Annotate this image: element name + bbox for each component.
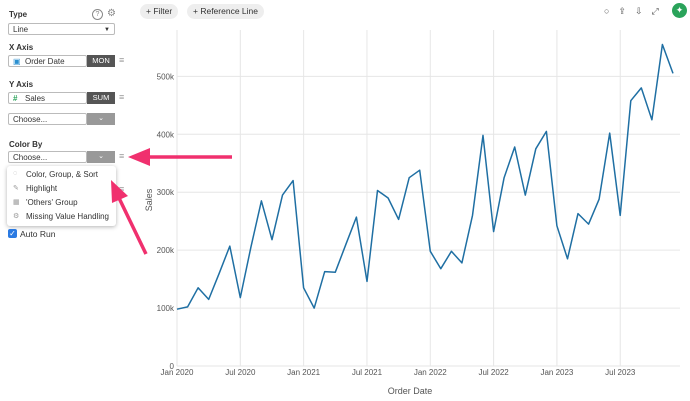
x-axis-title: Order Date <box>388 386 433 396</box>
x-axis-menu[interactable]: ≡ <box>119 55 125 65</box>
type-select[interactable]: Line ▼ <box>8 23 115 35</box>
y-tick-label: 400k <box>157 130 175 139</box>
y-axis-label: Y Axis <box>9 80 34 89</box>
x-tick-label: Jan 2022 <box>414 368 447 377</box>
toolbar-icons[interactable]: ○⇪⇩⤢ <box>604 6 668 16</box>
y-axis-field-text: Sales <box>25 94 46 103</box>
x-tick-label: Jan 2020 <box>161 368 194 377</box>
y-tick-label: 100k <box>157 304 175 313</box>
filter-button[interactable]: + Filter <box>140 4 179 19</box>
help-icon[interactable]: ? <box>92 9 103 20</box>
x-axis-field[interactable]: ▣ Order Date <box>8 55 87 67</box>
x-tick-label: Jan 2021 <box>287 368 320 377</box>
menu-item[interactable]: Color, Group, & Sort <box>26 170 99 179</box>
y-tick-label: 0 <box>170 362 175 371</box>
type-label: Type <box>9 10 28 19</box>
y-axis-extra-button[interactable]: ⌄ <box>87 113 115 125</box>
data-line <box>176 43 674 310</box>
x-axis-field-text: Order Date <box>25 57 65 66</box>
color-by-label: Color By <box>9 140 43 149</box>
x-tick-label: Jul 2020 <box>225 368 256 377</box>
y-tick-label: 200k <box>157 246 175 255</box>
y-axis-extra[interactable]: Choose... <box>8 113 87 125</box>
x-tick-label: Jul 2021 <box>352 368 383 377</box>
auto-run-label: Auto Run <box>20 229 56 239</box>
y-axis-field[interactable]: # Sales <box>8 92 87 104</box>
filter-button-text: Filter <box>153 6 173 16</box>
row-menu[interactable]: ≡ <box>119 184 125 194</box>
y-axis-menu[interactable]: ≡ <box>119 92 125 102</box>
menu-item[interactable]: 'Others' Group <box>26 198 78 207</box>
menu-item[interactable]: Missing Value Handling <box>26 212 110 221</box>
reference-line-button[interactable]: + Reference Line <box>187 4 264 19</box>
pin-button[interactable]: ✦ <box>672 3 687 18</box>
auto-run-checkbox[interactable]: ✓ <box>8 229 17 238</box>
color-by-select[interactable]: Choose... <box>8 151 87 163</box>
y-tick-label: 500k <box>157 72 175 81</box>
x-tick-label: Jan 2023 <box>540 368 573 377</box>
x-axis-label: X Axis <box>9 43 34 52</box>
y-tick-label: 300k <box>157 188 175 197</box>
settings-icon[interactable]: ⚙ <box>107 8 116 19</box>
color-by-menu[interactable]: ≡ <box>119 151 125 161</box>
dropdown-menu: ◌ Color, Group, & Sort ✎ Highlight ▦ 'Other… <box>7 166 116 226</box>
y-axis-func[interactable]: SUM <box>87 92 115 104</box>
x-tick-label: Jul 2022 <box>478 368 509 377</box>
menu-item[interactable]: Highlight <box>26 184 58 193</box>
type-value: Line <box>13 25 29 34</box>
color-by-button[interactable]: ⌄ <box>87 151 115 163</box>
y-axis-title: Sales <box>144 188 154 211</box>
reference-line-button-text: Reference Line <box>200 6 258 16</box>
x-axis-func[interactable]: MON <box>87 55 115 67</box>
x-tick-label: Jul 2023 <box>605 368 636 377</box>
